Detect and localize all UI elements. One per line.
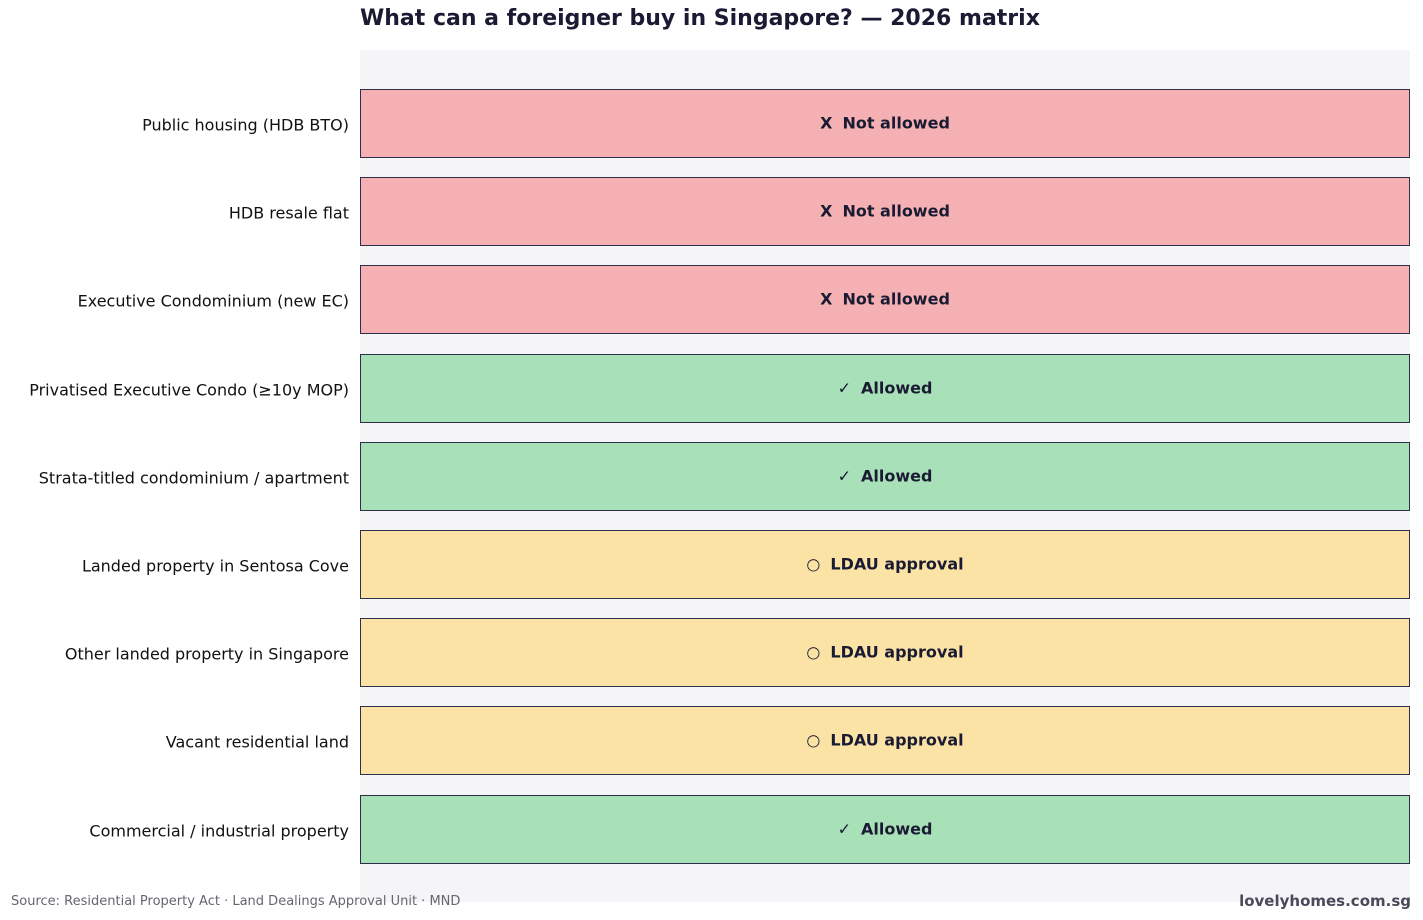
status-label: ✓ Allowed <box>838 466 933 485</box>
row-label: Public housing (HDB BTO) <box>142 115 349 135</box>
status-bar <box>360 177 1410 247</box>
status-label: ✓ Allowed <box>838 819 933 838</box>
status-symbol: ○ <box>806 730 821 750</box>
status-symbol: X <box>820 201 833 221</box>
status-bar <box>360 706 1410 776</box>
row-label: Strata-titled condominium / apartment <box>38 468 349 488</box>
brand-watermark: lovelyhomes.com.sg <box>1239 892 1411 910</box>
status-text: Not allowed <box>842 113 950 133</box>
status-text: LDAU approval <box>830 642 964 662</box>
row-label: Vacant residential land <box>165 732 349 752</box>
status-bar <box>360 794 1410 864</box>
row-label: Commercial / industrial property <box>89 821 349 841</box>
status-label: X Not allowed <box>820 290 950 309</box>
status-bar <box>360 353 1410 423</box>
status-label: X Not allowed <box>820 202 950 221</box>
status-bar <box>360 441 1410 511</box>
chart-title: What can a foreigner buy in Singapore? —… <box>360 6 1040 31</box>
status-label: ○ LDAU approval <box>806 643 963 662</box>
status-text: Allowed <box>860 819 933 839</box>
row-label: Landed property in Sentosa Cove <box>81 556 349 576</box>
status-text: Allowed <box>860 378 933 398</box>
source-note: Source: Residential Property Act · Land … <box>11 894 461 909</box>
status-text: LDAU approval <box>830 554 964 574</box>
status-bar <box>360 89 1410 158</box>
status-text: Allowed <box>860 466 933 486</box>
status-text: Not allowed <box>842 201 950 221</box>
row-label: Privatised Executive Condo (≥10y MOP) <box>29 380 349 400</box>
status-bar <box>360 618 1410 688</box>
status-symbol: ✓ <box>837 466 851 486</box>
status-symbol: ○ <box>806 554 821 574</box>
status-text: LDAU approval <box>830 730 964 750</box>
status-label: ○ LDAU approval <box>806 731 963 750</box>
status-text: Not allowed <box>842 289 950 309</box>
status-label: X Not allowed <box>820 114 950 133</box>
status-symbol: ✓ <box>837 378 851 398</box>
status-bar <box>360 530 1410 599</box>
status-label: ○ LDAU approval <box>806 555 963 574</box>
status-symbol: X <box>820 289 833 309</box>
status-symbol: ○ <box>806 642 821 662</box>
row-label: Other landed property in Singapore <box>64 644 349 664</box>
row-label: Executive Condominium (new EC) <box>77 291 349 311</box>
row-label: HDB resale flat <box>228 203 349 223</box>
status-symbol: X <box>820 113 833 133</box>
status-bar <box>360 265 1410 335</box>
status-label: ✓ Allowed <box>838 378 933 397</box>
status-symbol: ✓ <box>837 819 851 839</box>
